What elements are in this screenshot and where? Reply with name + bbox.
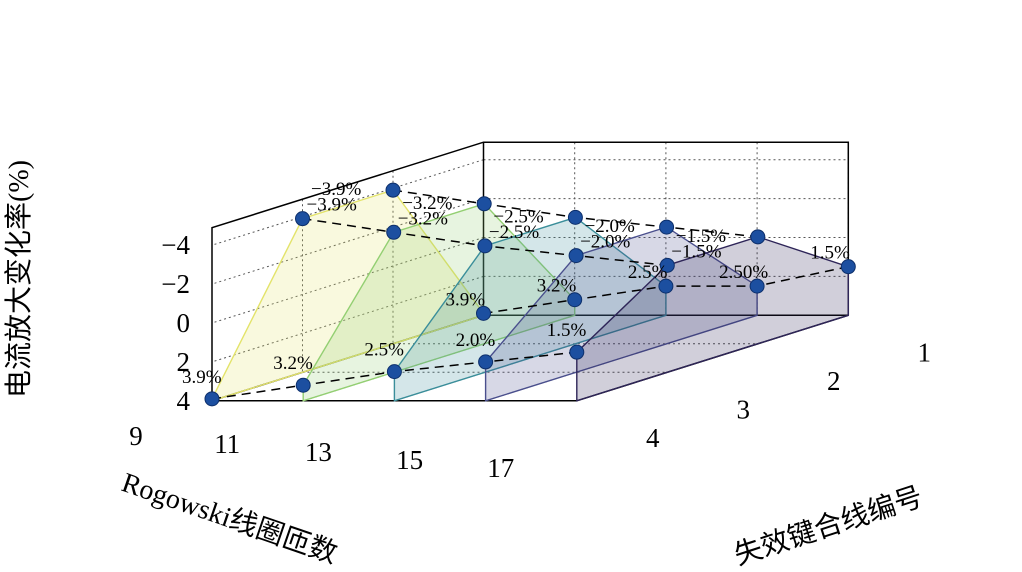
data-point (749, 278, 765, 294)
tick-labels: −4 −2 0 2 4 9 11 13 15 17 1 2 3 4 (129, 230, 931, 483)
data-point (659, 219, 675, 235)
x-tick-label: 15 (396, 445, 423, 475)
data-label: −2.5% (493, 206, 543, 227)
z-tick-label: 3 (737, 394, 751, 424)
data-point (476, 196, 492, 212)
data-point (567, 209, 583, 225)
data-point (204, 391, 220, 407)
data-point (750, 229, 766, 245)
z-tick-label: 4 (646, 423, 660, 453)
x-tick-label: 13 (305, 437, 332, 467)
data-label: −1.5% (676, 226, 726, 247)
x-tick-label: 9 (129, 421, 143, 451)
data-point (568, 248, 584, 264)
data-point (567, 292, 583, 308)
data-point (478, 354, 494, 370)
y-tick-label: 4 (177, 386, 191, 416)
data-label: 2.5% (628, 262, 668, 283)
data-label: 3.9% (446, 289, 486, 310)
data-point (840, 259, 856, 275)
data-label: −1.5% (671, 241, 721, 262)
y-axis-title: 电流放大变化率(%) (3, 160, 35, 398)
data-label: 1.5% (547, 320, 587, 341)
data-point (295, 211, 310, 227)
y-tick-label: −4 (161, 230, 190, 260)
y-tick-label: 0 (177, 308, 191, 338)
data-point (386, 364, 402, 380)
data-point (295, 377, 311, 393)
y-tick-label: 2 (177, 347, 191, 377)
data-label: −3.9% (307, 195, 357, 216)
data-label: 2.0% (456, 330, 496, 351)
data-label: 3.2% (537, 276, 577, 297)
data-label: −2.0% (580, 232, 630, 253)
data-point (569, 344, 585, 360)
data-label: −3.2% (402, 193, 452, 214)
data-point (659, 257, 675, 273)
data-label: −2.0% (585, 216, 635, 237)
data-point (477, 238, 493, 254)
data-label: 2.50% (719, 262, 768, 283)
data-label: 3.9% (182, 367, 222, 388)
data-label: −3.2% (398, 208, 448, 229)
data-label: −2.5% (489, 222, 539, 243)
data-label: −3.9% (311, 179, 361, 200)
x-axis-title: Rogowski线圈匝数 (118, 466, 342, 570)
x-tick-label: 17 (487, 453, 514, 483)
data-point (476, 305, 491, 321)
data-label: 2.5% (364, 340, 404, 361)
z-axis-title: 失效键合线编号 (730, 481, 926, 572)
x-tick-label: 11 (214, 429, 240, 459)
data-points (204, 182, 856, 407)
data-point (386, 224, 402, 240)
data-point (385, 182, 401, 198)
z-tick-label: 1 (918, 337, 932, 367)
data-label: 1.5% (810, 243, 850, 264)
data-point (658, 278, 674, 294)
y-tick-label: −2 (161, 269, 190, 299)
data-label: 3.2% (273, 353, 313, 374)
z-tick-label: 2 (827, 366, 841, 396)
data-labels: 3.9% −3.9%−3.9% 3.9% 3.2% −3.2%−3.2% 3.2% 2.5%… (182, 179, 850, 388)
